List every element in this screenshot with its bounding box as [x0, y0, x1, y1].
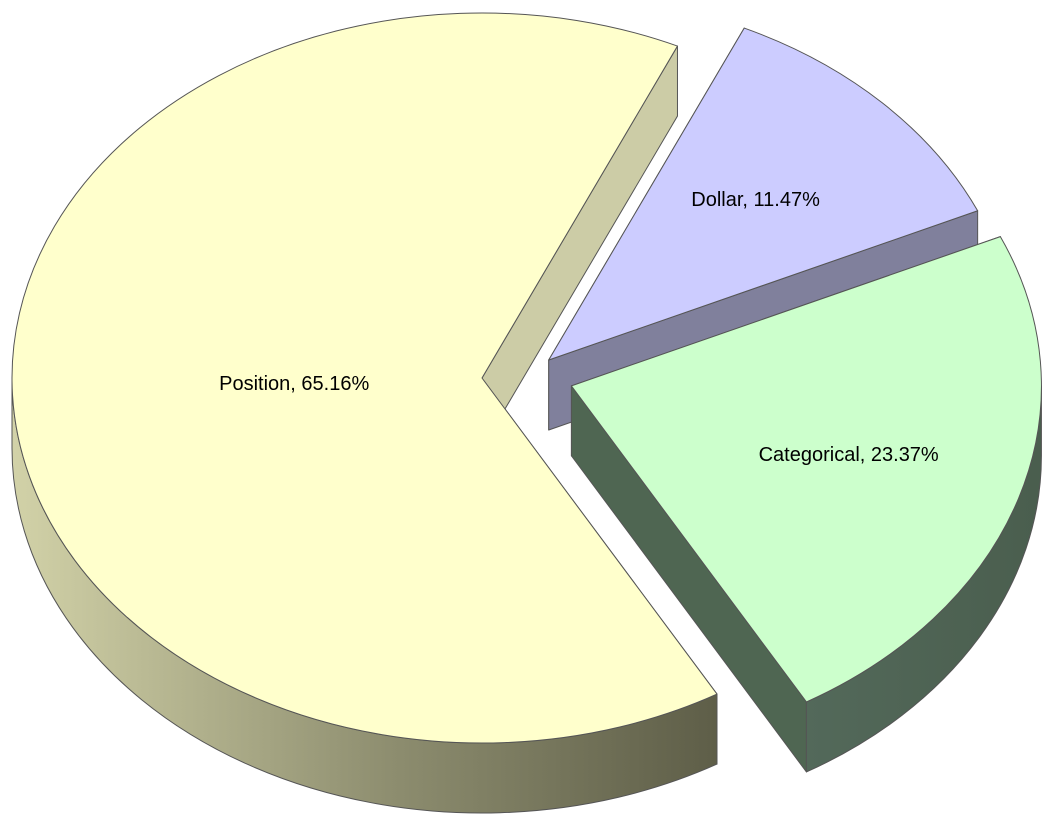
slice: [570, 236, 1042, 703]
data-label: Categorical, 23.37%: [759, 444, 939, 466]
data-label: Dollar, 11.47%: [691, 189, 820, 211]
data-label: Position, 65.16%: [219, 373, 369, 395]
slice: [11, 12, 718, 744]
slice: [548, 27, 979, 361]
